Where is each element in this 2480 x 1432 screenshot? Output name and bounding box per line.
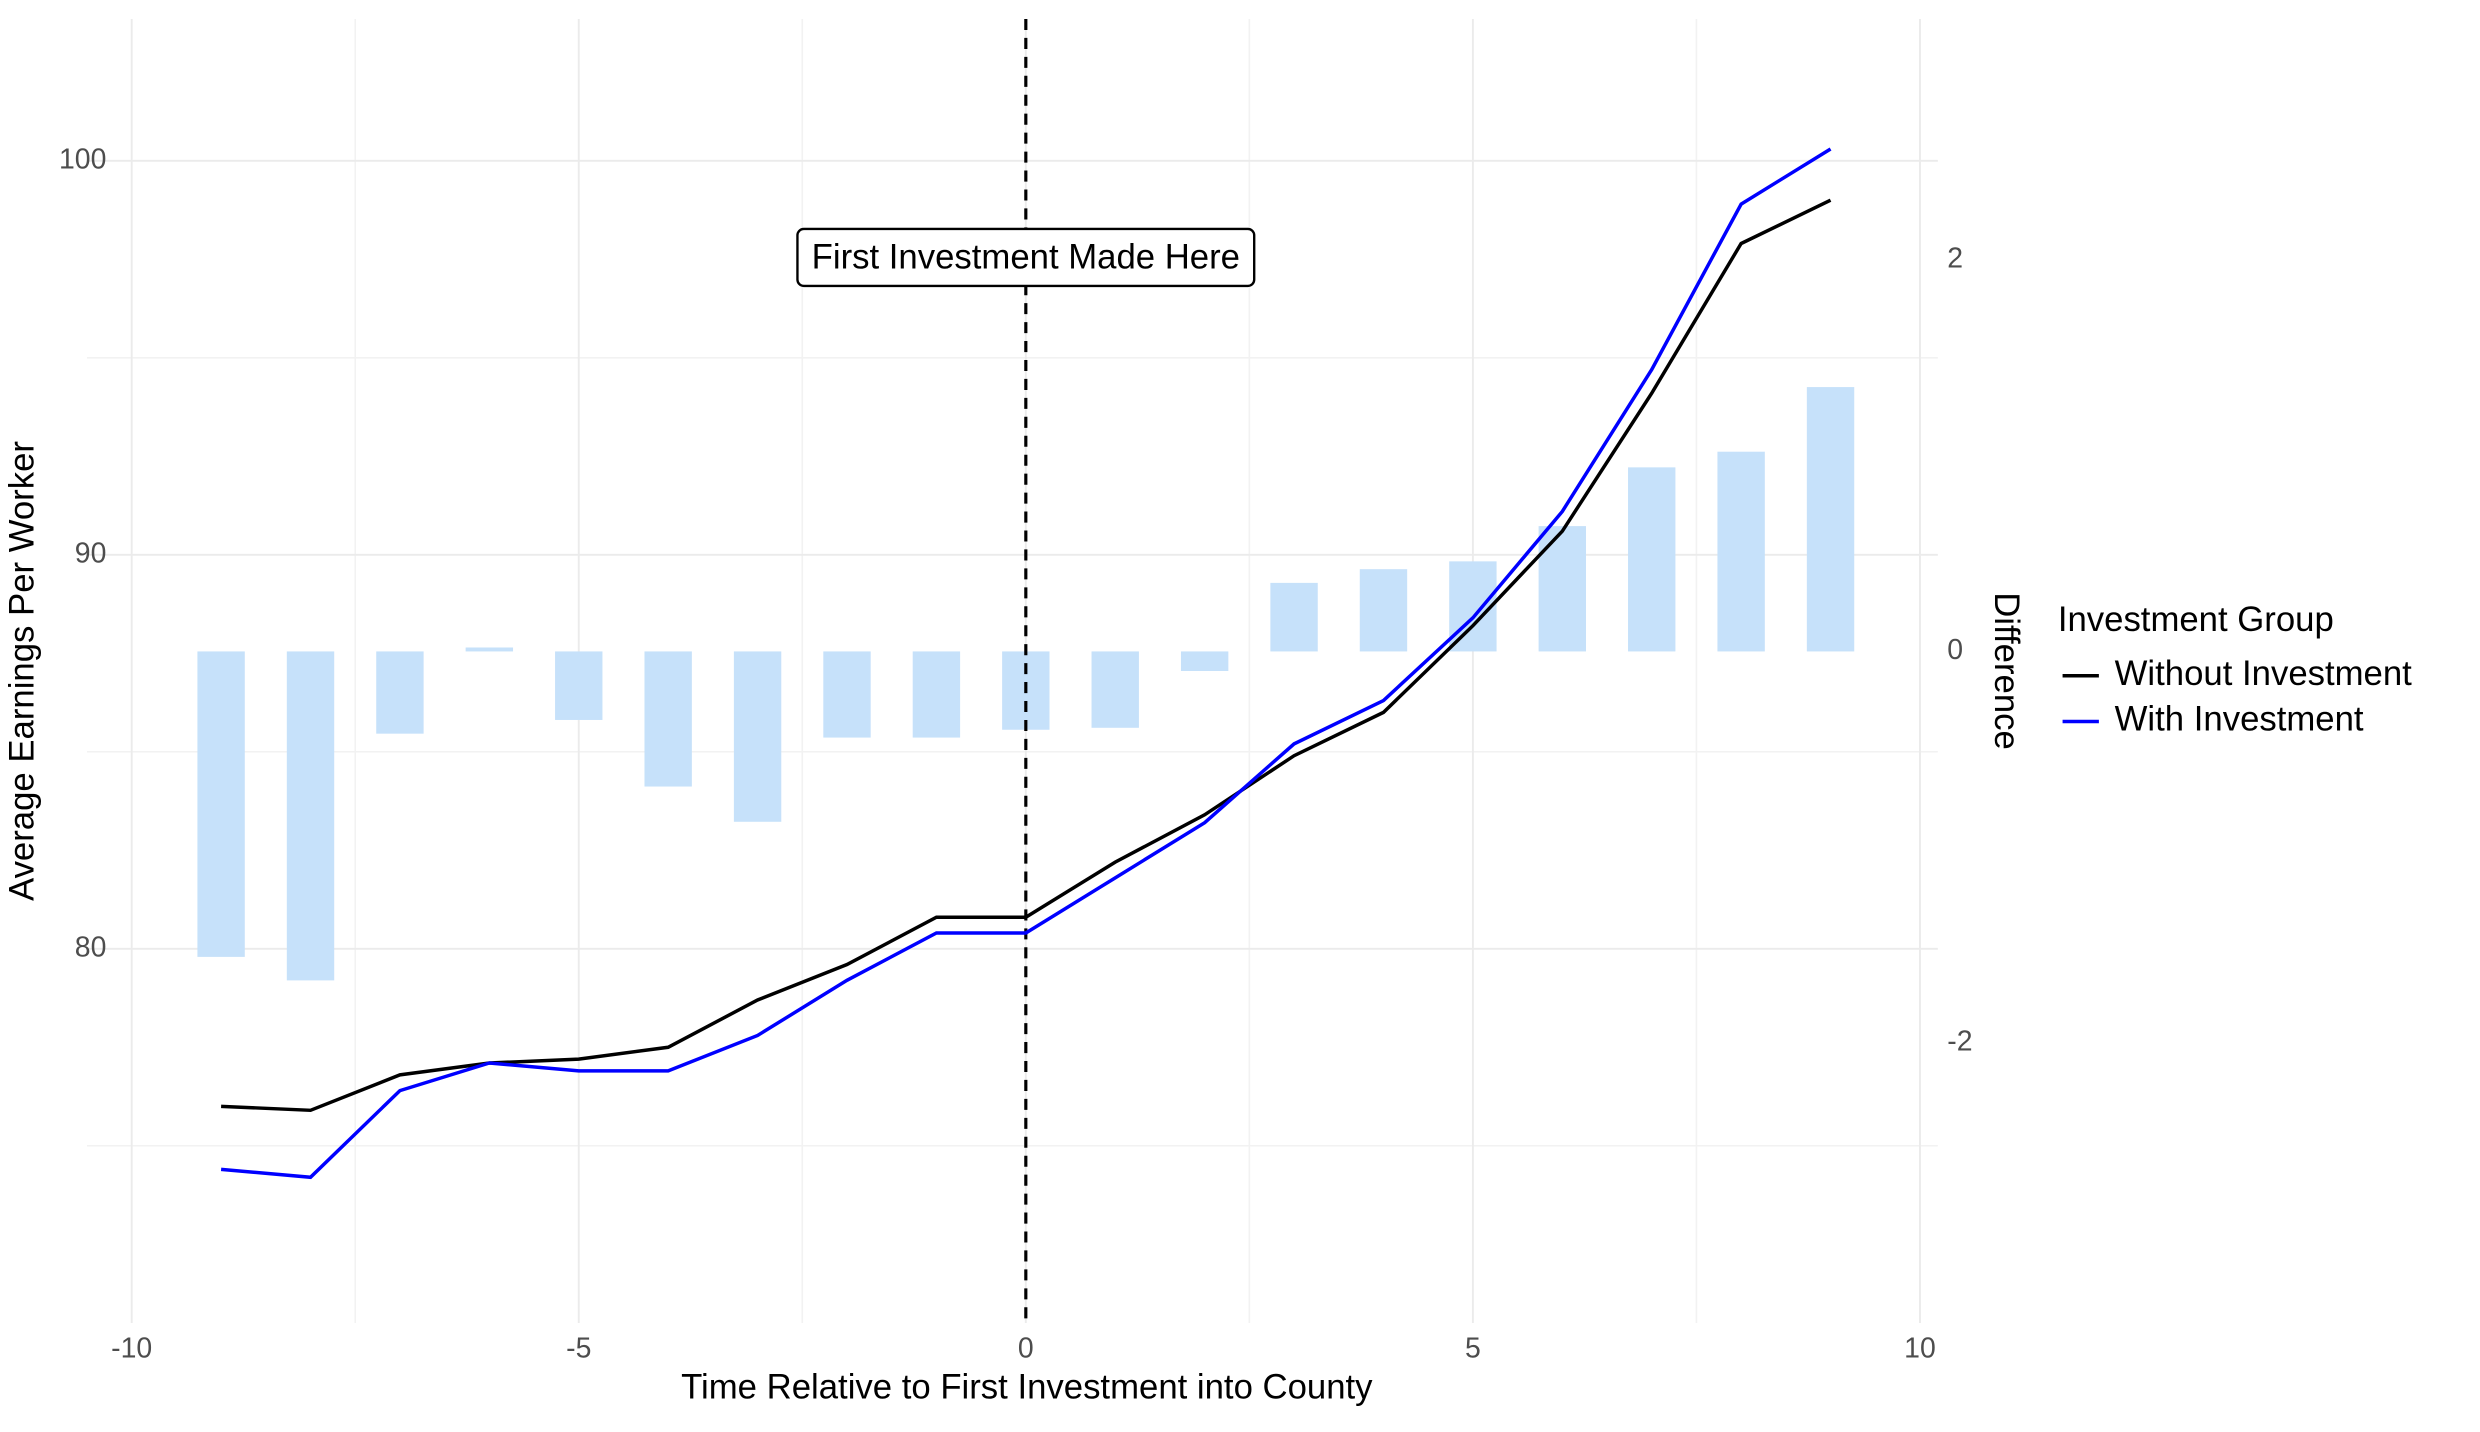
difference-bar [286, 651, 335, 981]
y-tick-label: 80 [75, 931, 107, 963]
difference-bar [1270, 582, 1318, 652]
difference-bar [644, 651, 692, 787]
difference-bar [1717, 451, 1765, 652]
y-tick-label: 100 [59, 143, 106, 175]
difference-bar [1628, 467, 1676, 652]
x-tick-label: 5 [1465, 1332, 1481, 1364]
difference-bar [1180, 651, 1229, 672]
x-axis-title: Time Relative to First Investment into C… [681, 1369, 1373, 1407]
y2-tick-label: 2 [1947, 242, 1963, 274]
legend-label: Without Investment [2115, 655, 2413, 693]
line [220, 147, 1832, 1180]
difference-bar [1359, 569, 1408, 652]
y2-axis-title: Difference [1987, 592, 2025, 750]
y-tick-label: 90 [75, 537, 107, 569]
x-tick-label: 10 [1904, 1332, 1936, 1364]
difference-bar [1538, 526, 1587, 652]
difference-bar [465, 647, 514, 652]
difference-bar [912, 651, 961, 738]
y2-tick-label: -2 [1947, 1026, 1972, 1058]
x-tick-label: -10 [111, 1332, 152, 1364]
annotation-box [796, 227, 1256, 288]
annotation-label: First Investment Made Here [812, 238, 1240, 276]
difference-bar [733, 651, 782, 822]
x-tick-label: -5 [566, 1332, 591, 1364]
x-tick-label: 0 [1018, 1332, 1034, 1364]
difference-bar [197, 651, 245, 957]
y2-tick-label: 0 [1947, 634, 1963, 666]
legend-label: With Investment [2115, 701, 2364, 739]
difference-bar [823, 651, 871, 738]
difference-bar [1091, 651, 1139, 728]
y-axis-title: Average Earnings Per Worker [3, 441, 41, 901]
difference-bar [1806, 387, 1855, 652]
legend-title: Investment Group [2058, 601, 2334, 639]
difference-bar [376, 651, 424, 734]
difference-bar [1449, 561, 1497, 652]
difference-bar [555, 651, 603, 720]
